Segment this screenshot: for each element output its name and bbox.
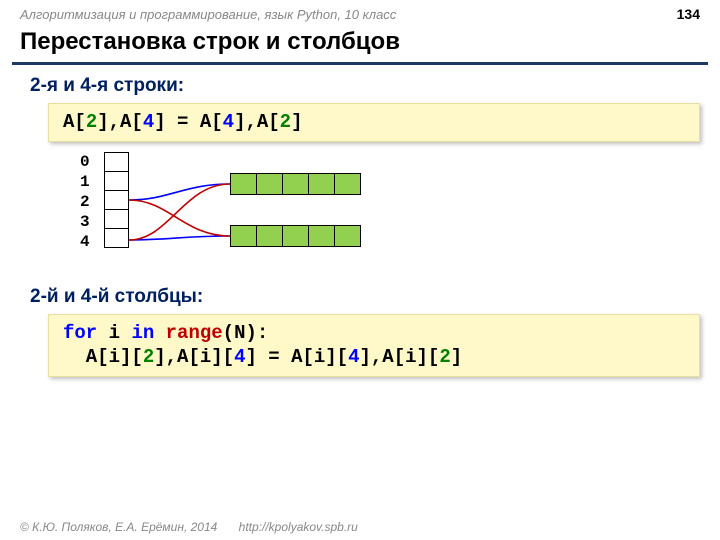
course-title: Алгоритмизация и программирование, язык … [20, 7, 396, 22]
row-label: 2 [80, 192, 90, 212]
data-cell [282, 225, 309, 247]
grid-cell [104, 171, 129, 191]
row-data-bottom [230, 225, 361, 247]
section-cols-label: 2-й и 4-й столбцы: [0, 284, 720, 314]
grid-cell [104, 228, 129, 248]
row-label: 1 [80, 172, 90, 192]
grid-cell [104, 190, 129, 210]
page-number: 134 [677, 6, 700, 22]
grid-cell [104, 152, 129, 172]
data-cell [256, 225, 283, 247]
data-cell [308, 225, 335, 247]
data-cell [230, 225, 257, 247]
copyright-text: © К.Ю. Поляков, Е.А. Ерёмин, 2014 [20, 520, 217, 534]
title-rule [12, 62, 708, 65]
row-label: 0 [80, 152, 90, 172]
footer-url: http://kpolyakov.spb.ru [239, 520, 358, 534]
row-index-labels: 0 1 2 3 4 [80, 152, 90, 252]
row-label: 3 [80, 212, 90, 232]
data-cell [308, 173, 335, 195]
data-cell [282, 173, 309, 195]
grid-cell [104, 209, 129, 229]
swap-curves [129, 152, 230, 257]
code-swap-rows: A[2],A[4] = A[4],A[2] [48, 103, 700, 142]
data-cell [256, 173, 283, 195]
slide-title: Перестановка строк и столбцов [0, 24, 720, 62]
data-cell [230, 173, 257, 195]
slide-header: Алгоритмизация и программирование, язык … [0, 0, 720, 24]
swap-diagram: 0 1 2 3 4 [80, 152, 720, 272]
slide-footer: © К.Ю. Поляков, Е.А. Ерёмин, 2014 http:/… [20, 520, 358, 534]
row-label: 4 [80, 232, 90, 252]
data-cell [334, 225, 361, 247]
section-rows-label: 2-я и 4-я строки: [0, 73, 720, 103]
array-grid [104, 152, 129, 248]
row-data-top [230, 173, 361, 195]
data-cell [334, 173, 361, 195]
code-swap-cols: for i in range(N): A[i][2],A[i][4] = A[i… [48, 314, 700, 377]
